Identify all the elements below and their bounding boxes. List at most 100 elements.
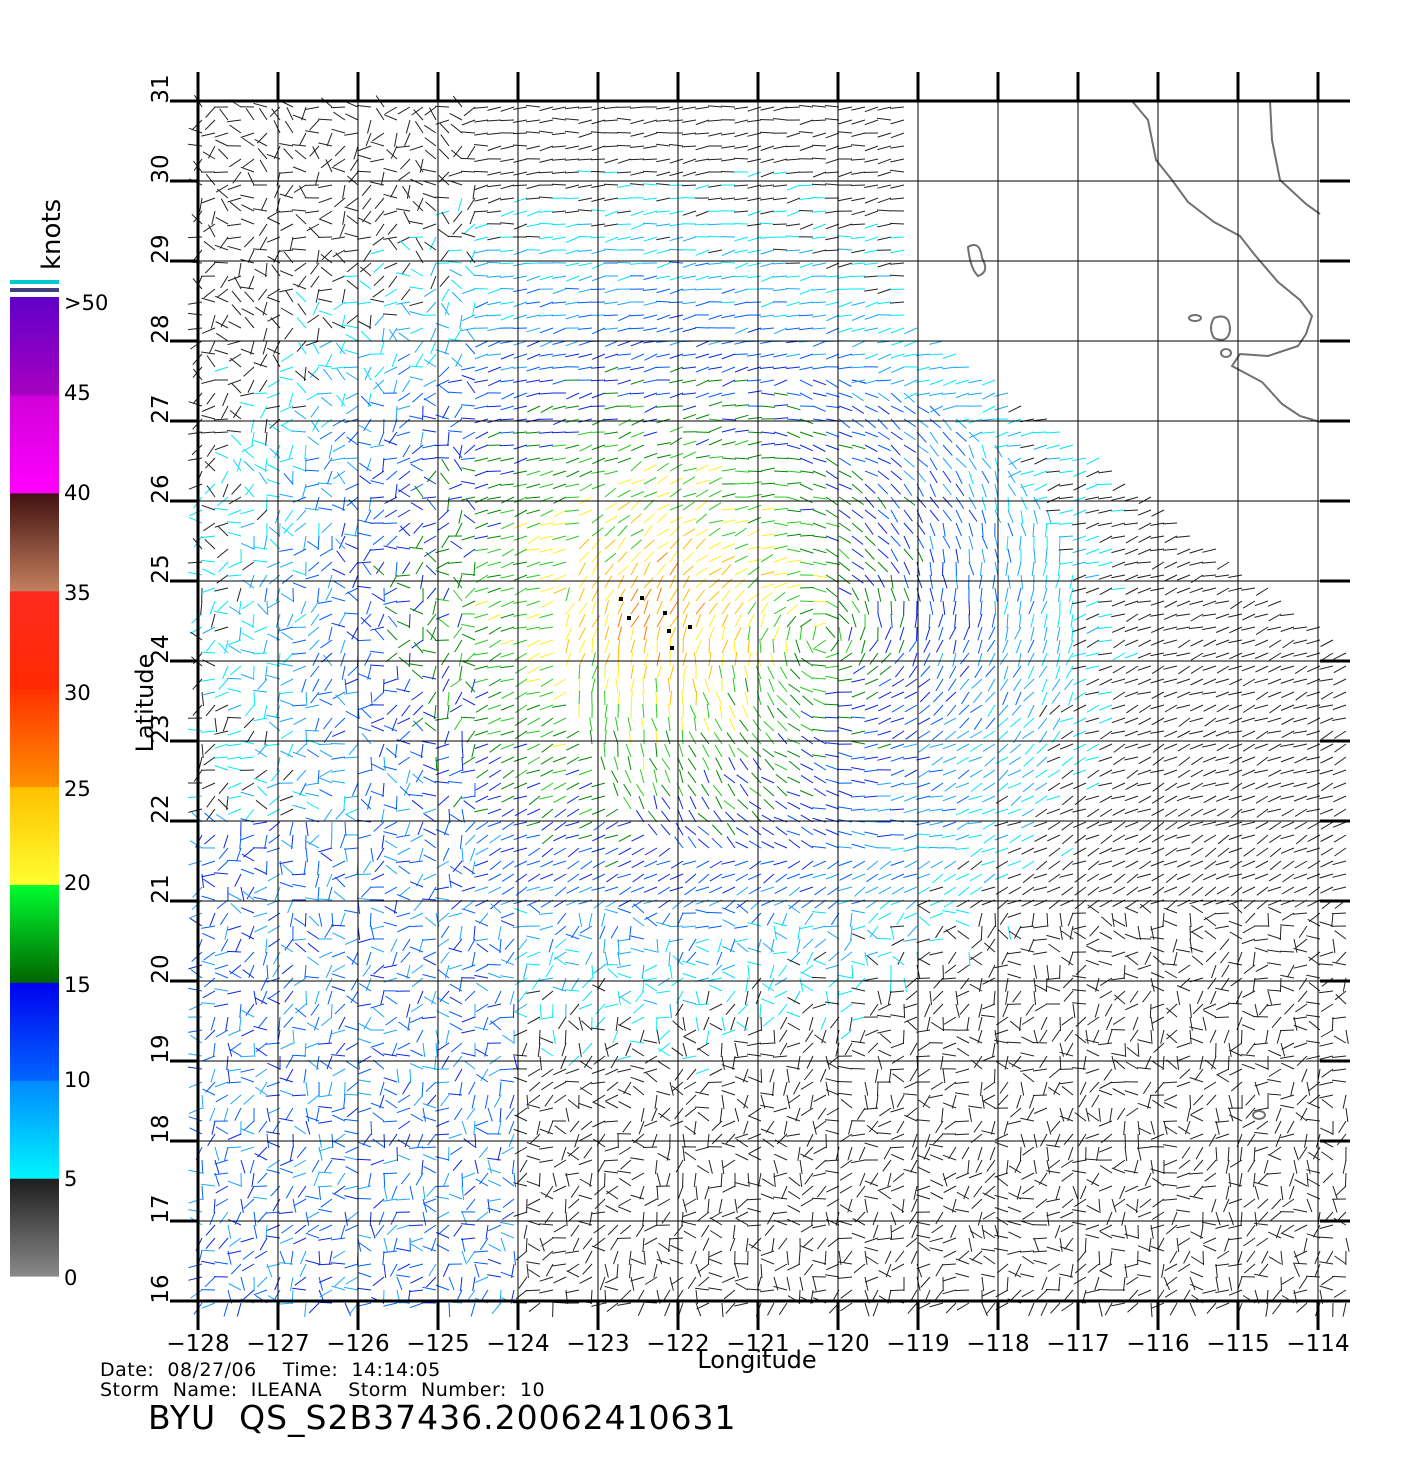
wind-vector (919, 691, 931, 703)
wind-vector (1256, 691, 1269, 701)
wind-vector (732, 678, 736, 693)
wind-vector (1320, 756, 1334, 764)
wind-vector (188, 571, 203, 576)
wind-vector (732, 665, 736, 680)
wind-vector (1111, 704, 1126, 710)
wind-vector (825, 223, 840, 230)
wind-vector (709, 860, 723, 869)
wind-vector (226, 521, 242, 524)
wind-vector (412, 392, 424, 403)
wind-vector (362, 860, 372, 874)
wind-vector (708, 665, 713, 680)
wind-vector (617, 551, 628, 563)
wind-vector (461, 288, 476, 295)
wind-vector (1242, 743, 1256, 752)
wind-vector (890, 717, 905, 723)
wind-vector (383, 167, 398, 173)
wind-vector (229, 410, 242, 420)
wind-vector (396, 739, 411, 745)
wind-vector (1137, 548, 1152, 555)
wind-vector (526, 470, 541, 476)
wind-vector (1112, 918, 1126, 927)
wind-vector (916, 938, 931, 944)
wind-vector (708, 197, 723, 201)
wind-vector (942, 600, 946, 615)
wind-vector (838, 262, 853, 268)
wind-vector (307, 626, 320, 637)
wind-vector (291, 626, 307, 629)
wind-vector (501, 496, 515, 504)
wind-vector (1059, 444, 1074, 450)
wind-vector (448, 964, 463, 970)
wind-vector (552, 470, 567, 476)
wind-vector (768, 678, 775, 693)
wind-vector (292, 639, 307, 644)
wind-vector (773, 457, 789, 459)
wind-vector (204, 460, 216, 472)
wind-vector (682, 588, 691, 602)
wind-vector (687, 784, 697, 797)
wind-vector (721, 493, 736, 498)
wind-vector (798, 184, 814, 187)
wind-vector (190, 340, 203, 350)
wind-vector (1007, 496, 1010, 512)
wind-vector (684, 873, 697, 884)
wind-vector (974, 665, 983, 679)
wind-vector (410, 834, 424, 842)
wind-vector (918, 860, 931, 870)
wind-vector (438, 912, 450, 923)
wind-vector (1280, 652, 1295, 659)
wind-vector (1150, 522, 1165, 526)
wind-vector (708, 567, 722, 576)
wind-vector (201, 379, 216, 384)
wind-vector (1138, 496, 1152, 505)
wind-vector (1241, 808, 1256, 813)
wind-vector (227, 704, 242, 711)
wind-vector (708, 489, 722, 498)
wind-vector (747, 639, 750, 654)
wind-vector (189, 917, 203, 927)
wind-vector (1268, 613, 1282, 622)
wind-vector (692, 678, 697, 693)
wind-vector (890, 431, 903, 441)
wind-vector (378, 743, 385, 758)
wind-vector (279, 548, 294, 552)
wind-vector (890, 197, 905, 200)
wind-vector (851, 392, 864, 402)
wind-vector (851, 405, 865, 414)
wind-vector (499, 418, 515, 421)
wind-vector (1008, 886, 1022, 895)
wind-vector (317, 769, 320, 785)
wind-vector (773, 366, 788, 370)
wind-vector (737, 799, 749, 810)
wind-vector (657, 873, 671, 882)
wind-vector (773, 925, 777, 940)
wind-vector (682, 476, 696, 485)
wind-vector (1123, 509, 1139, 512)
wind-vector (774, 763, 788, 771)
wind-vector (474, 938, 489, 942)
wind-vector (1072, 821, 1087, 829)
wind-vector (266, 600, 269, 616)
wind-vector (1111, 717, 1126, 724)
wind-vector (240, 132, 255, 138)
wind-vector (337, 613, 346, 627)
wind-vector (258, 223, 268, 236)
wind-vector (305, 457, 320, 462)
wind-vector (319, 340, 333, 348)
wind-vector (282, 864, 294, 875)
wind-vector (929, 561, 933, 576)
wind-vector (616, 197, 632, 200)
wind-vector (890, 457, 903, 468)
wind-vector (1178, 665, 1191, 675)
wind-vector (629, 158, 645, 161)
wind-vector (488, 717, 502, 725)
wind-vector (1189, 717, 1204, 723)
wind-vector (952, 652, 957, 667)
wind-vector (1046, 795, 1061, 801)
wind-vector (1164, 535, 1178, 544)
wind-vector (799, 600, 815, 603)
wind-vector (280, 307, 294, 316)
wind-vector (215, 139, 229, 147)
wind-vector (578, 551, 590, 563)
